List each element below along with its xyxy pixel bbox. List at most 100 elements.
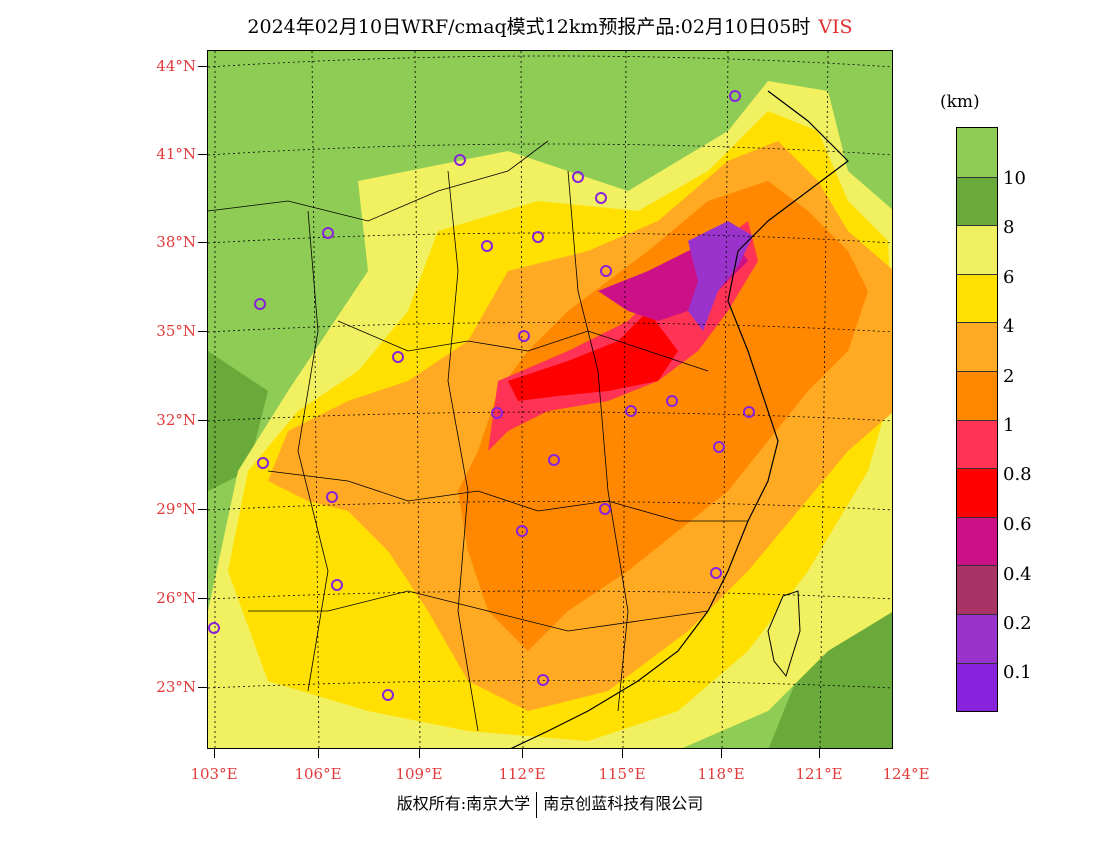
colorbar-swatch xyxy=(957,613,997,663)
colorbar-label: 8 xyxy=(1003,217,1015,238)
footer-separator xyxy=(536,791,538,818)
province-border xyxy=(248,590,709,632)
lat-label-26: 26°N xyxy=(156,589,196,607)
lat-tick xyxy=(198,509,207,510)
lon-label-118: 118°E xyxy=(697,765,745,783)
title-main: 2024年02月10日WRF/cmaq模式12km预报产品:02月10日05时 xyxy=(247,16,811,38)
lat-tick xyxy=(198,242,207,243)
lat-tick xyxy=(198,154,207,155)
title-variable: VIS xyxy=(818,16,853,38)
station-marker xyxy=(572,171,584,183)
colorbar-label: 0.1 xyxy=(1003,662,1032,683)
lat-label-23: 23°N xyxy=(156,678,196,696)
graticule xyxy=(208,51,892,748)
province-border xyxy=(567,170,629,712)
colorbar-swatch xyxy=(957,419,997,469)
lon-tick xyxy=(721,749,722,758)
station-marker xyxy=(326,491,338,503)
lon-label-109: 109°E xyxy=(395,765,443,783)
colorbar-unit: (km) xyxy=(940,92,980,112)
station-marker xyxy=(491,407,503,419)
colorbar-swatch xyxy=(957,225,997,274)
low-green-patch xyxy=(208,351,268,491)
lon-tick xyxy=(622,749,623,758)
station-marker xyxy=(743,406,755,418)
station-marker xyxy=(331,579,343,591)
station-marker xyxy=(208,622,220,634)
station-marker xyxy=(548,454,560,466)
lat-label-41: 41°N xyxy=(156,145,196,163)
station-markers xyxy=(208,90,755,701)
lon-label-106: 106°E xyxy=(294,765,342,783)
colorbar-label: 6 xyxy=(1003,267,1015,288)
lon-label-103: 103°E xyxy=(190,765,238,783)
lat-label-44: 44°N xyxy=(156,57,196,75)
colorbar-swatch xyxy=(957,468,997,517)
lat-tick xyxy=(198,598,207,599)
colorbar-label: 1 xyxy=(1003,415,1015,436)
lat-label-32: 32°N xyxy=(156,411,196,429)
visibility-field xyxy=(208,51,892,748)
colorbar-swatch xyxy=(957,322,997,371)
lon-label-112: 112°E xyxy=(498,765,546,783)
station-marker xyxy=(518,330,530,342)
island-outline xyxy=(767,590,801,678)
station-marker xyxy=(481,240,493,252)
station-marker xyxy=(710,567,722,579)
copyright-left: 版权所有:南京大学 xyxy=(396,794,531,813)
station-marker xyxy=(537,674,549,686)
colorbar-swatch xyxy=(957,662,997,712)
vis-0.6km-zone xyxy=(508,311,678,401)
station-marker xyxy=(625,405,637,417)
colorbar-label: 0.4 xyxy=(1003,564,1032,585)
vis-1km-zone xyxy=(458,181,868,651)
province-border xyxy=(267,470,748,522)
lat-tick xyxy=(198,687,207,688)
station-marker xyxy=(322,227,334,239)
colorbar-label: 4 xyxy=(1003,316,1015,337)
station-marker xyxy=(729,90,741,102)
lat-tick xyxy=(198,420,207,421)
lon-tick xyxy=(318,749,319,758)
station-marker xyxy=(382,689,394,701)
station-marker xyxy=(666,395,678,407)
lon-tick xyxy=(522,749,523,758)
map-title: 2024年02月10日WRF/cmaq模式12km预报产品:02月10日05时 V… xyxy=(0,12,1100,39)
station-marker xyxy=(257,457,269,469)
lat-tick xyxy=(198,66,207,67)
station-marker xyxy=(713,441,725,453)
station-marker xyxy=(454,154,466,166)
colorbar xyxy=(956,127,998,713)
province-border xyxy=(337,320,709,372)
colorbar-label: 10 xyxy=(1003,168,1026,189)
lon-label-115: 115°E xyxy=(598,765,646,783)
station-marker xyxy=(600,265,612,277)
colorbar-label: 2 xyxy=(1003,366,1015,387)
colorbar-swatch xyxy=(957,516,997,566)
colorbar-swatch xyxy=(957,565,997,614)
station-marker xyxy=(532,231,544,243)
copyright-footer: 版权所有:南京大学 南京创蓝科技有限公司 xyxy=(0,790,1100,818)
lon-label-124: 124°E xyxy=(882,765,930,783)
province-border xyxy=(208,140,549,222)
visibility-map xyxy=(207,50,893,749)
vis-0.1km-zone xyxy=(688,221,753,331)
station-marker xyxy=(254,298,266,310)
colorbar-swatch xyxy=(957,128,997,177)
lon-tick xyxy=(819,749,820,758)
lon-label-121: 121°E xyxy=(795,765,843,783)
lat-label-35: 35°N xyxy=(156,322,196,340)
station-marker xyxy=(599,503,611,515)
station-marker xyxy=(516,525,528,537)
lon-tick xyxy=(419,749,420,758)
colorbar-label: 0.2 xyxy=(1003,613,1032,634)
lat-label-38: 38°N xyxy=(156,233,196,251)
colorbar-label: 0.8 xyxy=(1003,464,1032,485)
colorbar-swatch xyxy=(957,176,997,226)
colorbar-label: 0.6 xyxy=(1003,514,1032,535)
station-marker xyxy=(392,351,404,363)
colorbar-swatch xyxy=(957,273,997,323)
province-border xyxy=(447,170,479,732)
lon-tick xyxy=(214,749,215,758)
lat-tick xyxy=(198,331,207,332)
